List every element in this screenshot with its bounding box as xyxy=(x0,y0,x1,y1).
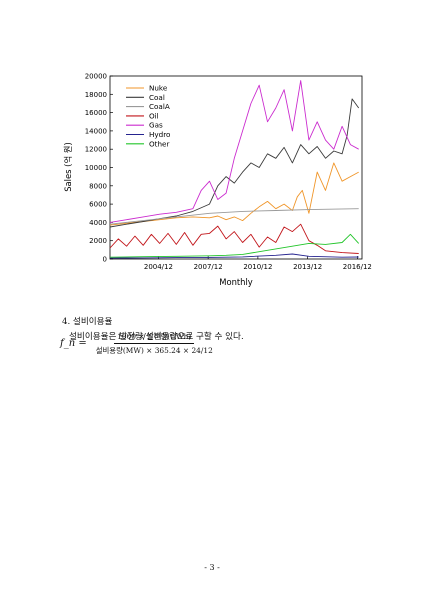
legend-label-hydro: Hydro xyxy=(149,130,170,139)
plot-frame xyxy=(109,75,363,260)
legend-label-other: Other xyxy=(149,139,169,148)
utilization-formula: f_n = 1000 × 발전량(GWh) 설비용량(MW) × 365.24 … xyxy=(60,331,216,356)
x-tick-label: 2007/12 xyxy=(194,263,223,271)
x-axis: 2004/12 2007/12 2010/12 2013/12 2016/12 xyxy=(144,256,372,271)
series-line-nuke xyxy=(109,162,359,226)
y-tick-label: 10000 xyxy=(85,164,107,172)
series-line-hydro xyxy=(109,253,359,259)
section-facility-utilization: 4. 설비이용율 설비이용율은 발전량/설비용량으로 구할 수 있다. xyxy=(62,316,244,343)
series-line-other xyxy=(109,233,360,258)
y-tick-label: 20000 xyxy=(85,73,107,81)
series-line-coala xyxy=(109,208,359,225)
y-axis-label: Sales (억 원) xyxy=(63,142,73,192)
legend-label-nuke: Nuke xyxy=(149,84,168,93)
y-tick-label: 6000 xyxy=(89,201,107,209)
y-tick-label: 0 xyxy=(103,256,107,264)
y-tick-label: 16000 xyxy=(85,109,107,117)
legend-label-coal: Coal xyxy=(149,93,165,102)
y-tick-label: 14000 xyxy=(85,127,107,135)
x-axis-label: Monthly xyxy=(219,277,253,287)
y-tick-label: 4000 xyxy=(89,219,107,227)
y-tick-label: 2000 xyxy=(89,237,107,245)
section-body: 설비이용율은 발전량/설비용량으로 구할 수 있다. xyxy=(69,332,244,342)
formula-fraction: 1000 × 발전량(GWh) 설비용량(MW) × 365.24 × 24/1… xyxy=(93,331,216,356)
y-axis: 0 2000 4000 6000 8000 10000 12000 14000 16000 180… xyxy=(85,73,113,264)
series-lines xyxy=(109,80,360,259)
legend-label-coala: CoalA xyxy=(149,102,170,111)
series-line-gas xyxy=(109,80,359,223)
formula-numerator: 1000 × 발전량(GWh) xyxy=(114,331,195,344)
formula-lhs: f_n = xyxy=(60,338,87,349)
legend-label-gas: Gas xyxy=(149,121,163,130)
series-line-coal xyxy=(109,98,360,228)
x-tick-label: 2010/12 xyxy=(243,263,272,271)
y-tick-label: 12000 xyxy=(85,146,107,154)
x-tick-label: 2004/12 xyxy=(144,263,173,271)
sales-line-chart: 0 2000 4000 6000 8000 10000 12000 14000 16000 180… xyxy=(63,73,372,288)
legend-label-oil: Oil xyxy=(149,111,159,120)
formula-denominator: 설비용량(MW) × 365.24 × 24/12 xyxy=(95,346,213,355)
y-tick-label: 18000 xyxy=(85,91,107,99)
x-tick-label: 2016/12 xyxy=(343,263,372,271)
section-title: 4. 설비이용율 xyxy=(62,317,113,327)
series-line-oil xyxy=(109,223,359,254)
y-tick-label: 8000 xyxy=(89,182,107,190)
page-number: - 3 - xyxy=(204,563,220,572)
x-tick-label: 2013/12 xyxy=(293,263,322,271)
